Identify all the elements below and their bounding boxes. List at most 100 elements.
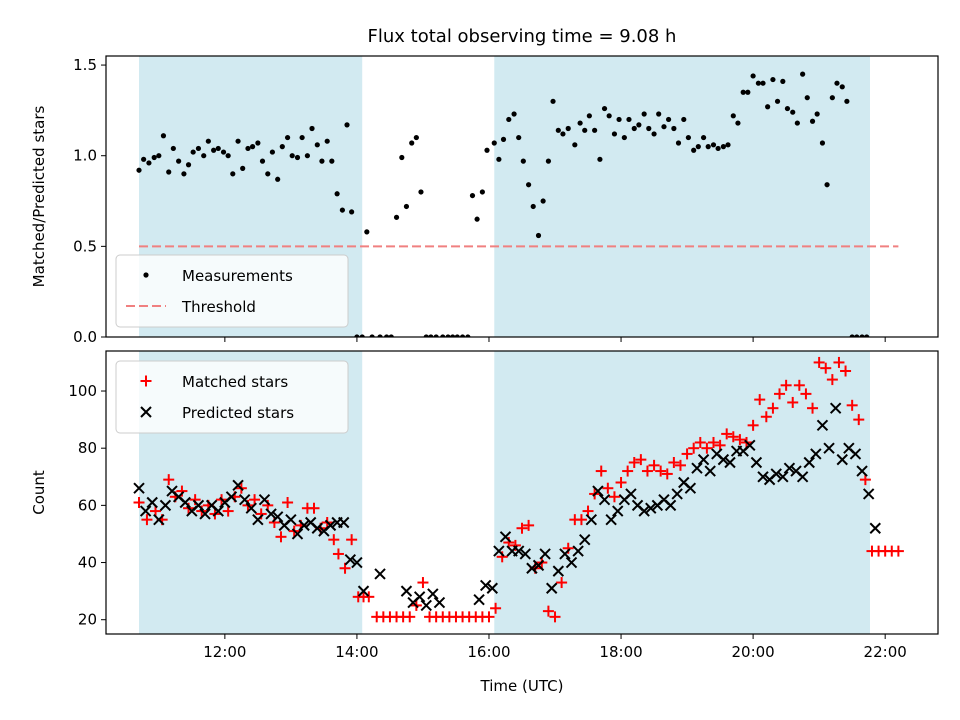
data-point [133, 482, 145, 494]
data-point [869, 0, 874, 3]
data-point [794, 120, 800, 126]
data-point [793, 379, 805, 391]
data-point [192, 499, 205, 512]
data-point [540, 198, 546, 204]
data-point [579, 533, 591, 546]
data-point [740, 89, 746, 95]
data-point [651, 131, 657, 137]
data-point [334, 191, 340, 197]
y-axis-title: Matched/Predicted stars [30, 106, 48, 288]
data-point [265, 508, 277, 520]
data-point [493, 545, 505, 557]
ratio-panel: 0.0 0.5 1.0 1.5 Matched/Predicted stars Measu… [30, 0, 939, 346]
data-point [423, 334, 429, 337]
x-axis-title: Time (UTC) [480, 677, 564, 695]
data-point [715, 145, 721, 152]
data-point [560, 131, 566, 137]
data-point [163, 474, 175, 486]
data-point [697, 453, 710, 466]
data-point [770, 76, 776, 83]
data-point [671, 125, 677, 132]
data-point [725, 142, 731, 148]
data-point [201, 153, 207, 159]
data-point [519, 548, 532, 560]
data-point [714, 439, 726, 451]
y-axis-title: Count [30, 470, 48, 515]
data-point [707, 436, 719, 448]
data-point [506, 116, 512, 123]
data-point [222, 505, 234, 517]
axes-frame [105, 55, 939, 338]
data-point [136, 167, 142, 173]
data-point [240, 165, 246, 171]
data-point [346, 534, 358, 546]
data-point [555, 127, 561, 133]
data-point [235, 138, 241, 144]
data-point [511, 111, 517, 117]
data-point [479, 579, 492, 592]
data-point [170, 145, 176, 152]
data-point [512, 545, 525, 557]
data-point [166, 169, 172, 175]
data-point [585, 513, 598, 526]
data-point [804, 95, 810, 101]
data-point [526, 182, 532, 188]
data-point [556, 577, 568, 589]
data-point [582, 127, 588, 133]
data-point [615, 476, 627, 488]
data-point [655, 465, 667, 477]
data-point [339, 562, 351, 574]
series-measurements [136, 0, 874, 337]
data-point [664, 499, 677, 512]
data-point [258, 493, 271, 506]
data-point [324, 138, 330, 144]
y-tick-label: 1.5 [73, 56, 97, 74]
data-point [577, 120, 583, 126]
data-point [646, 125, 652, 132]
data-point [215, 145, 221, 152]
data-point [304, 153, 310, 159]
data-point [374, 568, 386, 580]
y-tick-label: 60 [78, 496, 97, 514]
data-point [388, 334, 394, 337]
data-point [661, 124, 667, 130]
data-point [230, 171, 236, 177]
data-point [586, 113, 592, 119]
data-point [648, 459, 660, 471]
data-point [469, 192, 476, 199]
data-point [409, 140, 415, 146]
legend-label: Predicted stars [182, 404, 294, 422]
data-point [760, 411, 772, 423]
data-point [681, 116, 687, 123]
plot-area [136, 0, 899, 337]
data-point [592, 485, 604, 497]
y-tick-label: 20 [78, 611, 97, 629]
data-point [245, 502, 257, 514]
legend-label: Matched stars [182, 373, 288, 391]
data-point [760, 80, 766, 86]
data-point [853, 414, 865, 426]
data-point [854, 334, 860, 337]
data-point [393, 214, 400, 220]
data-point [428, 334, 434, 337]
data-point [823, 442, 835, 454]
data-point [420, 599, 432, 612]
data-point [611, 131, 618, 137]
x-tick-label: 14:00 [335, 643, 378, 661]
data-point [862, 488, 875, 500]
data-point [840, 365, 852, 377]
data-point [671, 488, 683, 500]
data-point [523, 519, 535, 531]
data-point [526, 562, 538, 574]
data-point [516, 522, 528, 534]
data-point [790, 109, 796, 115]
data-point [146, 496, 158, 509]
data-point [535, 232, 542, 239]
data-point [141, 514, 153, 526]
data-point [780, 379, 792, 391]
data-point [747, 419, 759, 431]
legend-marker [140, 406, 152, 418]
data-point [816, 419, 829, 432]
data-point [721, 428, 733, 440]
legend: Measurements Threshold [115, 254, 349, 328]
